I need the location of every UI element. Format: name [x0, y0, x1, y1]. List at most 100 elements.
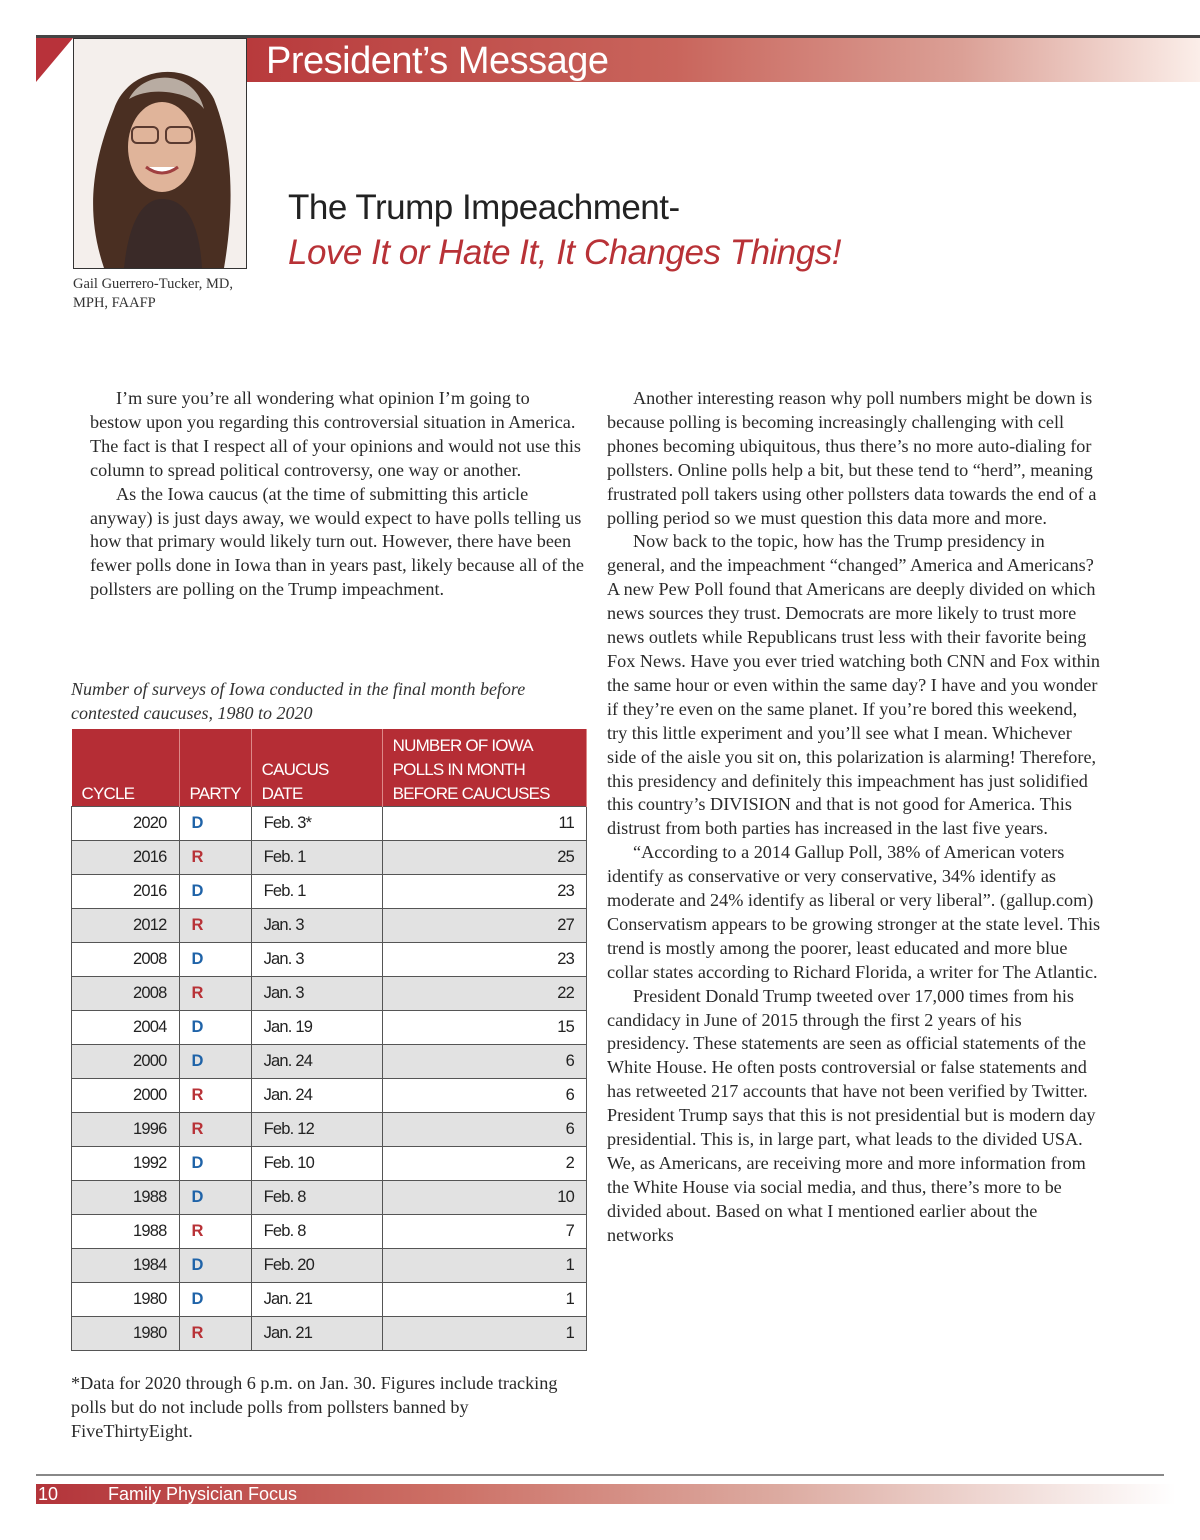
cell-caucus-date: Feb. 20: [250, 1248, 383, 1283]
cell-cycle: 2016: [71, 874, 180, 909]
cell-cycle: 2016: [71, 840, 180, 875]
cell-party: R: [178, 1112, 252, 1147]
paragraph: Another interesting reason why poll numb…: [607, 388, 1097, 528]
cell-poll-count: 11: [381, 806, 588, 841]
cell-party: R: [178, 840, 252, 875]
cell-caucus-date: Jan. 21: [250, 1316, 383, 1351]
cell-cycle: 1988: [71, 1180, 180, 1215]
section-banner: President’s Message: [246, 38, 1200, 82]
cell-caucus-date: Feb. 10: [250, 1146, 383, 1181]
cell-party: R: [178, 1078, 252, 1113]
cell-caucus-date: Feb. 1: [250, 840, 383, 875]
cell-party: D: [178, 1044, 252, 1079]
table-caption: Number of surveys of Iowa conducted in t…: [71, 679, 526, 723]
cell-cycle: 1980: [71, 1316, 180, 1351]
cell-party: D: [178, 1146, 252, 1181]
cell-party: R: [178, 1214, 252, 1249]
header-poll-count: NUMBER OF IOWA POLLS IN MONTH BEFORE CAU…: [382, 729, 588, 807]
cell-party: R: [178, 976, 252, 1011]
cell-poll-count: 6: [381, 1044, 588, 1079]
cell-cycle: 1980: [71, 1282, 180, 1317]
cell-poll-count: 23: [381, 942, 588, 977]
cell-cycle: 1988: [71, 1214, 180, 1249]
cell-caucus-date: Jan. 24: [250, 1044, 383, 1079]
table-row: 1988 D Feb. 8 10: [71, 1180, 588, 1215]
cell-caucus-date: Jan. 21: [250, 1282, 383, 1317]
cell-caucus-date: Feb. 8: [250, 1180, 383, 1215]
table-header-row: CYCLE PARTY CAUCUS DATE NUMBER OF IOWA P…: [71, 729, 588, 807]
cell-cycle: 2000: [71, 1078, 180, 1113]
top-rule: [36, 35, 1200, 38]
cell-cycle: 2008: [71, 976, 180, 1011]
paragraph: I’m sure you’re all wondering what opini…: [90, 388, 581, 480]
caption-line: MPH, FAAFP: [73, 295, 156, 311]
cell-caucus-date: Feb. 1: [250, 874, 383, 909]
cell-party: D: [178, 874, 252, 909]
table-row: 2016 R Feb. 1 25: [71, 840, 588, 875]
cell-cycle: 2020: [71, 806, 180, 841]
article-title: The Trump Impeachment-: [288, 188, 680, 227]
paragraph: President Donald Trump tweeted over 17,0…: [607, 985, 1096, 1245]
table-row: 2000 D Jan. 24 6: [71, 1044, 588, 1079]
cell-cycle: 1996: [71, 1112, 180, 1147]
paragraph: Now back to the topic, how has the Trump…: [607, 531, 1101, 839]
page-number: 10: [38, 1484, 59, 1504]
cell-cycle: 2000: [71, 1044, 180, 1079]
cell-cycle: 1992: [71, 1146, 180, 1181]
table-row: 1984 D Feb. 20 1: [71, 1248, 588, 1283]
author-photo: [73, 38, 247, 269]
article-subtitle: Love It or Hate It, It Changes Things!: [288, 233, 841, 272]
cell-poll-count: 7: [381, 1214, 588, 1249]
author-caption: Gail Guerrero-Tucker, MD, MPH, FAAFP: [73, 275, 233, 313]
cell-party: D: [178, 942, 252, 977]
left-column: I’m sure you’re all wondering what opini…: [90, 387, 584, 602]
table-row: 1980 R Jan. 21 1: [71, 1316, 588, 1351]
table-row: 2004 D Jan. 19 15: [71, 1010, 588, 1045]
cell-cycle: 2012: [71, 908, 180, 943]
cell-party: D: [178, 1180, 252, 1215]
table-row: 2008 D Jan. 3 23: [71, 942, 588, 977]
cell-caucus-date: Jan. 19: [250, 1010, 383, 1045]
cell-poll-count: 23: [381, 874, 588, 909]
cell-poll-count: 22: [381, 976, 588, 1011]
section-title: President’s Message: [266, 40, 609, 82]
cell-party: R: [178, 908, 252, 943]
cell-cycle: 1984: [71, 1248, 180, 1283]
cell-poll-count: 6: [381, 1078, 588, 1113]
cell-poll-count: 15: [381, 1010, 588, 1045]
cell-caucus-date: Feb. 12: [250, 1112, 383, 1147]
table-row: 2000 R Jan. 24 6: [71, 1078, 588, 1113]
table-row: 2016 D Feb. 1 23: [71, 874, 588, 909]
corner-triangle: [36, 38, 73, 82]
paragraph: “According to a 2014 Gallup Poll, 38% of…: [607, 842, 1101, 982]
cell-poll-count: 25: [381, 840, 588, 875]
iowa-polls-table: CYCLE PARTY CAUCUS DATE NUMBER OF IOWA P…: [71, 729, 588, 1351]
cell-caucus-date: Feb. 3*: [250, 806, 383, 841]
cell-poll-count: 27: [381, 908, 588, 943]
cell-party: R: [178, 1316, 252, 1351]
table-row: 2008 R Jan. 3 22: [71, 976, 588, 1011]
cell-poll-count: 2: [381, 1146, 588, 1181]
footer-bar: 10 Family Physician Focus: [36, 1484, 1176, 1504]
caption-line: Gail Guerrero-Tucker, MD,: [73, 276, 233, 292]
cell-party: D: [178, 1010, 252, 1045]
cell-caucus-date: Feb. 8: [250, 1214, 383, 1249]
footer-rule: [36, 1474, 1164, 1476]
cell-poll-count: 10: [381, 1180, 588, 1215]
header-caucus-date: CAUCUS DATE: [251, 729, 383, 807]
cell-cycle: 2004: [71, 1010, 180, 1045]
cell-caucus-date: Jan. 3: [250, 942, 383, 977]
cell-poll-count: 6: [381, 1112, 588, 1147]
paragraph: As the Iowa caucus (at the time of submi…: [90, 483, 584, 600]
cell-cycle: 2008: [71, 942, 180, 977]
right-column: Another interesting reason why poll numb…: [607, 387, 1101, 1248]
table-row: 2012 R Jan. 3 27: [71, 908, 588, 943]
cell-poll-count: 1: [381, 1282, 588, 1317]
table-row: 1980 D Jan. 21 1: [71, 1282, 588, 1317]
table-row: 1996 R Feb. 12 6: [71, 1112, 588, 1147]
table-footnote: *Data for 2020 through 6 p.m. on Jan. 30…: [71, 1373, 558, 1441]
magazine-name: Family Physician Focus: [108, 1484, 298, 1504]
header-party: PARTY: [179, 729, 252, 807]
cell-caucus-date: Jan. 3: [250, 976, 383, 1011]
